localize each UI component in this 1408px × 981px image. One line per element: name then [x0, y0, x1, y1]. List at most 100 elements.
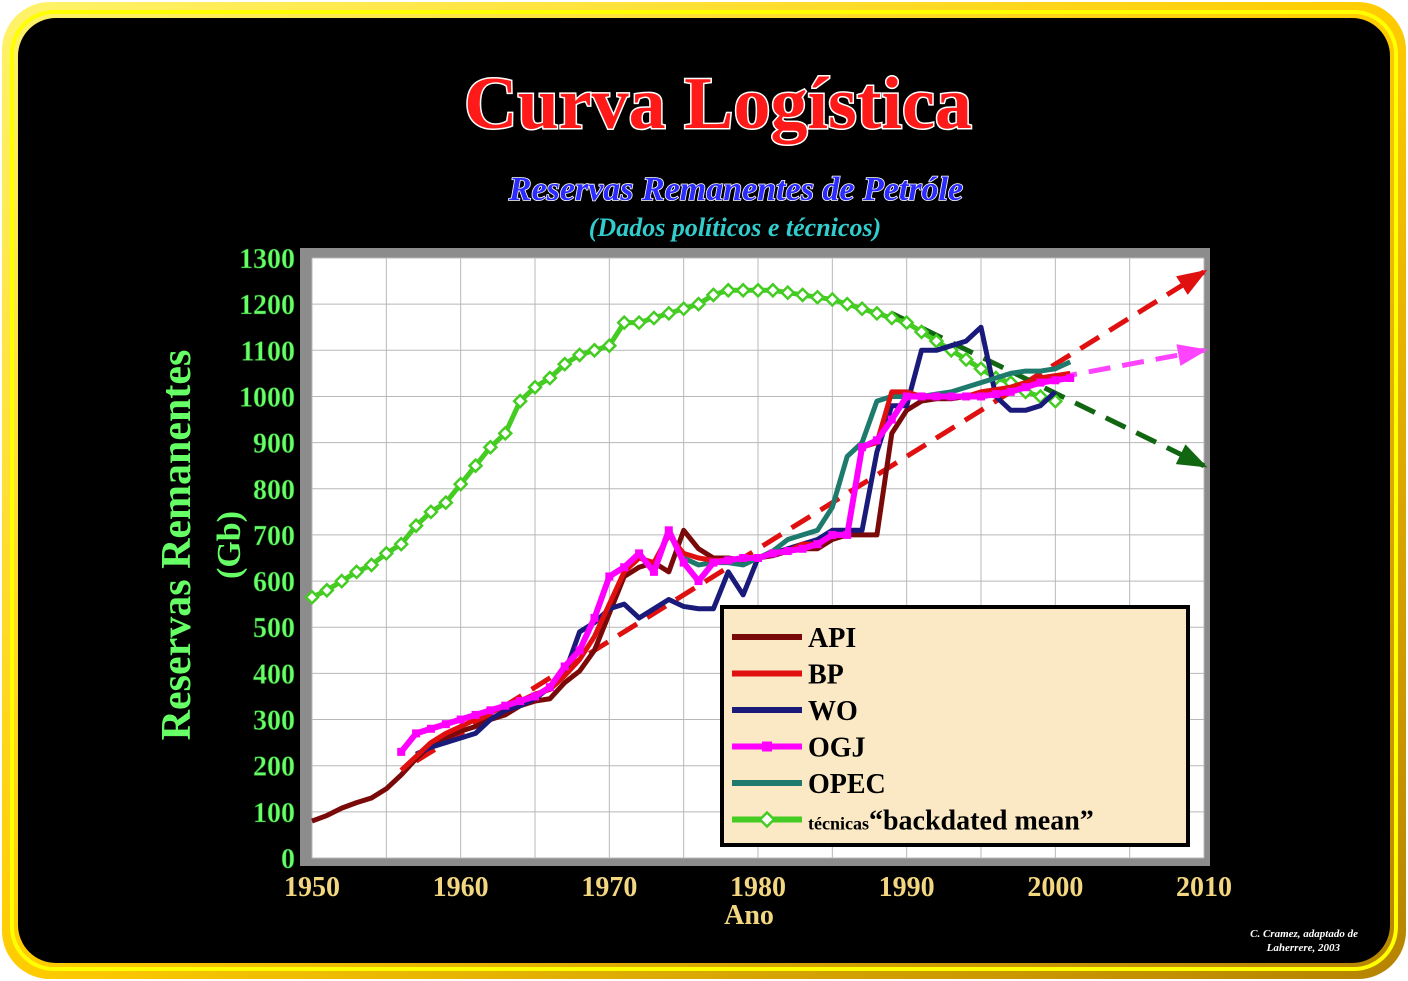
y-tick-label: 300 — [253, 706, 295, 737]
trend-arrow-head — [1176, 344, 1208, 366]
legend-marker — [758, 810, 776, 829]
legend-entry: OPEC — [732, 769, 886, 800]
series-lines — [304, 282, 1075, 824]
data-point — [675, 301, 692, 317]
data-point — [616, 314, 632, 331]
data-point — [497, 425, 514, 442]
data-point — [794, 287, 811, 303]
data-point — [348, 564, 365, 580]
data-point — [779, 284, 796, 301]
legend-entry: OGJ — [732, 733, 866, 764]
series-line — [311, 373, 1056, 824]
data-point — [575, 646, 584, 655]
frame-inner-border — [10, 10, 1398, 971]
data-point — [467, 457, 484, 474]
data-point — [1047, 393, 1064, 409]
data-point — [705, 287, 722, 303]
data-point — [661, 305, 677, 322]
data-point — [545, 683, 554, 692]
data-point — [586, 342, 603, 359]
data-point — [887, 415, 896, 424]
data-point — [542, 370, 558, 386]
x-tick-label: 1990 — [879, 872, 935, 903]
legend: API BP WO OGJ OPEC técnicas“backdated mean” — [720, 605, 1190, 847]
chart-subtitle: Reservas Remanentes de Petróle — [508, 171, 963, 208]
y-tick-label: 1100 — [241, 336, 295, 367]
y-tick-label: 1300 — [239, 244, 295, 275]
data-point — [452, 476, 469, 492]
data-point — [501, 701, 510, 710]
data-point — [839, 296, 855, 312]
data-point — [828, 530, 837, 539]
data-point — [679, 558, 688, 567]
data-point — [631, 314, 647, 331]
x-tick-labels: 1950 1960 1970 1980 1990 2000 2010 — [284, 872, 1232, 903]
data-point — [709, 558, 718, 567]
trend-arrow-head — [1176, 269, 1208, 295]
data-point — [556, 356, 573, 372]
series-line — [398, 375, 1071, 754]
data-point — [601, 337, 618, 354]
data-point — [947, 392, 956, 401]
y-axis-title: Reservas Remanentes — [154, 350, 200, 741]
data-point — [854, 301, 870, 317]
data-point — [516, 697, 525, 706]
data-point — [527, 379, 543, 395]
trend-arrow-line — [1054, 347, 1205, 381]
legend-label: BP — [808, 660, 844, 691]
legend-entry: técnicas“backdated mean” — [732, 806, 1094, 837]
y-tick-label: 800 — [253, 475, 295, 506]
data-point — [735, 282, 751, 299]
trend-arrow-line — [890, 311, 1206, 468]
data-point — [486, 706, 495, 715]
data-point — [441, 720, 450, 729]
legend-label: OPEC — [808, 769, 886, 800]
legend-marker — [762, 741, 772, 752]
data-point — [319, 582, 335, 599]
data-point — [809, 289, 826, 305]
x-tick-label: 1960 — [433, 872, 489, 903]
data-point — [973, 361, 989, 377]
legend-entry: API — [732, 623, 856, 654]
series-api — [311, 373, 1056, 824]
data-point — [512, 393, 528, 409]
data-point — [333, 573, 350, 589]
data-point — [858, 443, 867, 452]
data-point — [1066, 374, 1075, 382]
x-tick-label: 2010 — [1176, 872, 1232, 903]
data-point — [605, 572, 614, 581]
legend-label: WO — [808, 696, 858, 727]
trend-arrow-head — [1175, 444, 1208, 468]
data-point — [872, 436, 881, 445]
legend-entry: WO — [732, 696, 858, 727]
y-tick-label: 400 — [253, 659, 295, 690]
data-point — [739, 554, 748, 562]
data-point — [884, 310, 900, 326]
data-point — [750, 282, 766, 299]
data-point — [426, 724, 435, 733]
data-point — [620, 563, 629, 572]
data-point — [754, 554, 762, 562]
data-point — [690, 296, 707, 312]
credit-line-1: C. Cramez, adaptado de — [1250, 928, 1358, 940]
chart-title: Curva Logística — [464, 63, 972, 145]
data-point — [635, 549, 644, 558]
trend-arrow-line — [414, 269, 1206, 764]
data-point — [304, 589, 320, 605]
data-point — [438, 494, 454, 511]
series-ogj — [397, 374, 1075, 756]
data-point — [1006, 387, 1015, 396]
chart-subtitle-2: (Dados políticos e técnicos) — [589, 213, 881, 242]
data-point — [363, 557, 380, 573]
data-point — [932, 392, 941, 401]
y-tick-label: 100 — [253, 798, 295, 829]
data-point — [412, 729, 421, 738]
x-axis-label: Ano — [724, 900, 774, 931]
y-tick-label: 1000 — [239, 382, 295, 413]
y-tick-label: 500 — [253, 613, 295, 644]
x-tick-label: 1980 — [730, 872, 786, 903]
data-point — [649, 567, 658, 576]
data-point — [531, 692, 539, 701]
y-axis-unit-label: (Gb) — [211, 511, 248, 579]
